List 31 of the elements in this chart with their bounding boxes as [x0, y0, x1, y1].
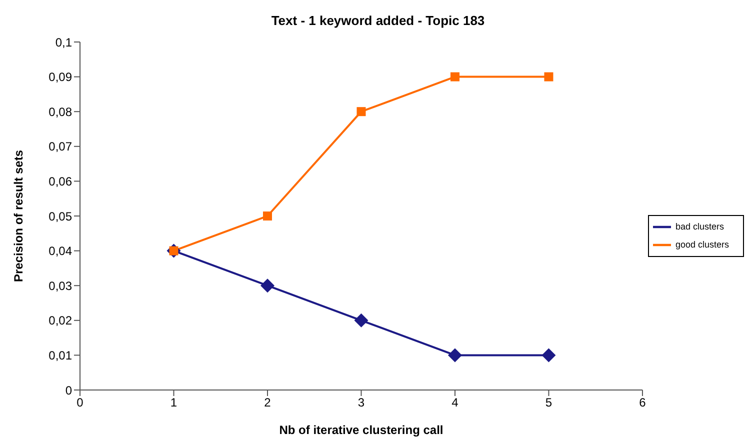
y-tick-label: 0,1 [55, 35, 72, 50]
y-tick-label: 0,07 [48, 140, 72, 154]
point [262, 212, 272, 220]
x-tick-label: 6 [639, 396, 646, 410]
point [450, 72, 460, 82]
y-tick-label: 0,01 [48, 348, 72, 362]
x-axis-title: Nb of iterative clustering call [279, 423, 444, 437]
y-tick-label: 0,02 [48, 314, 72, 328]
y-tick-label: 0,04 [48, 244, 72, 258]
legend-label: bad clusters [675, 221, 724, 232]
x-tick-label: 2 [264, 396, 272, 410]
chart-title: Text - 1 keyword added - Topic 183 [270, 12, 486, 30]
y-tick-label: 0,05 [48, 209, 72, 224]
x-tick-label: 0 [76, 396, 84, 410]
y-tick-label: 0,09 [48, 70, 72, 84]
y-axis-title: Precision of result sets [11, 150, 26, 282]
x-tick-label: 3 [358, 396, 365, 410]
point [354, 313, 368, 328]
y-tick-label: 0 [65, 383, 72, 398]
x-tick-label: 1 [170, 396, 178, 410]
x-tick-label: 5 [545, 396, 552, 410]
point [260, 278, 274, 293]
point [356, 107, 366, 116]
y-tick-label: 0,03 [48, 278, 72, 293]
point [448, 348, 462, 362]
legend-label: good clusters [675, 239, 729, 250]
point [544, 72, 554, 82]
x-tick-label: 4 [452, 396, 459, 410]
point [542, 348, 556, 362]
y-tick-label: 0,08 [48, 104, 72, 119]
y-tick-label: 0,06 [48, 174, 72, 188]
